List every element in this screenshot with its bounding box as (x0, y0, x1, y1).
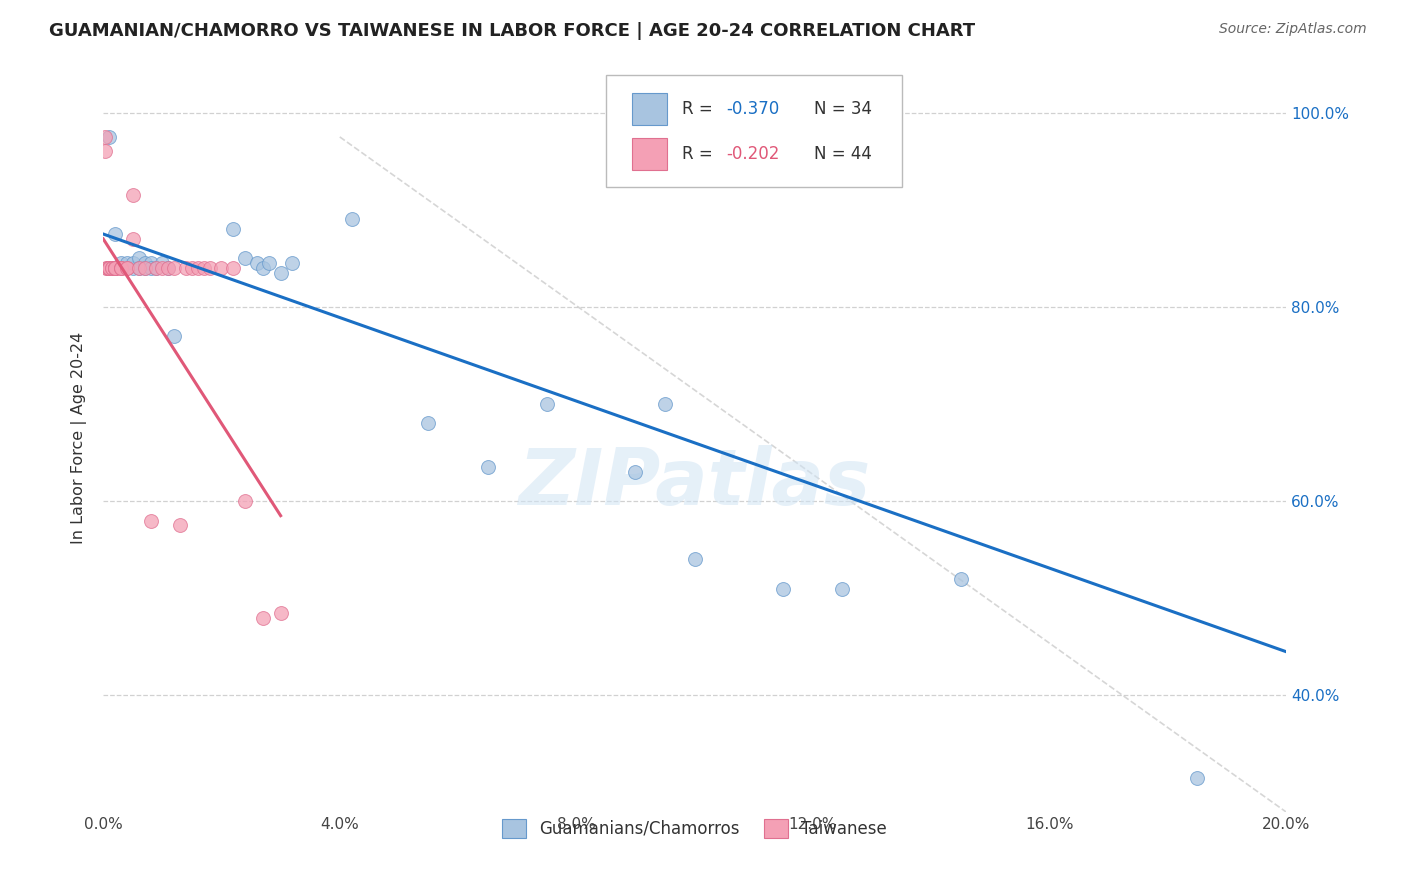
Point (134, 256, 156, 270)
Point (94, 129, 117, 144)
Point (1187, 771, 1209, 785)
Point (145, 260, 167, 275)
Text: -0.202: -0.202 (727, 145, 780, 163)
Point (340, 212, 363, 227)
Point (233, 252, 256, 266)
Point (139, 260, 162, 275)
Point (233, 494, 256, 508)
Point (157, 260, 180, 275)
Point (115, 260, 138, 275)
Point (98, 260, 121, 275)
Point (145, 260, 167, 275)
Point (654, 397, 676, 411)
Point (101, 260, 124, 275)
Point (163, 329, 186, 343)
Point (128, 260, 150, 275)
Y-axis label: In Labor Force | Age 20-24: In Labor Force | Age 20-24 (72, 332, 87, 544)
Point (115, 256, 138, 270)
Text: Source: ZipAtlas.com: Source: ZipAtlas.com (1219, 22, 1367, 37)
Point (98, 260, 121, 275)
Point (222, 260, 245, 275)
Point (128, 252, 150, 266)
Point (157, 260, 180, 275)
Point (104, 227, 127, 241)
Point (193, 260, 215, 275)
Point (104, 260, 127, 275)
Point (121, 256, 143, 270)
Point (128, 260, 150, 275)
Point (536, 397, 558, 411)
Point (198, 260, 221, 275)
Point (270, 606, 292, 620)
Point (477, 460, 499, 475)
Point (134, 260, 156, 275)
Point (110, 260, 132, 275)
Text: -0.370: -0.370 (727, 100, 780, 118)
Point (98, 260, 121, 275)
FancyBboxPatch shape (606, 75, 901, 187)
Point (96, 260, 118, 275)
Point (246, 256, 269, 270)
Point (187, 260, 209, 275)
Point (831, 582, 853, 596)
Point (222, 222, 245, 236)
Point (174, 260, 197, 275)
Point (949, 572, 972, 586)
Point (211, 260, 233, 275)
Legend: Guamanians/Chamorros, Taiwanese: Guamanians/Chamorros, Taiwanese (496, 812, 894, 845)
Point (624, 465, 647, 479)
Text: R =: R = (682, 100, 717, 118)
Point (104, 260, 127, 275)
Point (110, 256, 132, 270)
Point (98, 260, 121, 275)
Point (121, 188, 143, 202)
Point (110, 260, 132, 275)
Point (101, 260, 124, 275)
Point (139, 514, 162, 528)
Point (139, 256, 162, 270)
Point (98, 260, 121, 275)
FancyBboxPatch shape (631, 138, 668, 169)
Point (104, 260, 127, 275)
Point (683, 552, 706, 566)
Point (104, 260, 127, 275)
Point (772, 582, 794, 596)
Point (104, 260, 127, 275)
Text: GUAMANIAN/CHAMORRO VS TAIWANESE IN LABOR FORCE | AGE 20-24 CORRELATION CHART: GUAMANIAN/CHAMORRO VS TAIWANESE IN LABOR… (49, 22, 976, 40)
Point (418, 417, 440, 431)
Point (169, 518, 191, 533)
Point (150, 256, 173, 270)
Point (98, 129, 121, 144)
Point (104, 260, 127, 275)
Point (121, 232, 143, 246)
Point (180, 260, 202, 275)
Point (281, 256, 304, 270)
FancyBboxPatch shape (631, 94, 668, 125)
Text: ZIPatlas: ZIPatlas (519, 445, 870, 521)
Point (115, 260, 138, 275)
Point (257, 256, 280, 270)
Text: R =: R = (682, 145, 717, 163)
Point (252, 610, 274, 624)
Point (121, 260, 143, 275)
Point (98, 260, 121, 275)
Point (252, 260, 274, 275)
Text: N = 44: N = 44 (814, 145, 872, 163)
Point (134, 260, 156, 275)
Point (110, 260, 132, 275)
Point (150, 260, 173, 275)
Point (94, 145, 117, 159)
Point (163, 260, 186, 275)
Point (270, 266, 292, 280)
Point (96, 260, 118, 275)
Point (104, 260, 127, 275)
Text: N = 34: N = 34 (814, 100, 872, 118)
